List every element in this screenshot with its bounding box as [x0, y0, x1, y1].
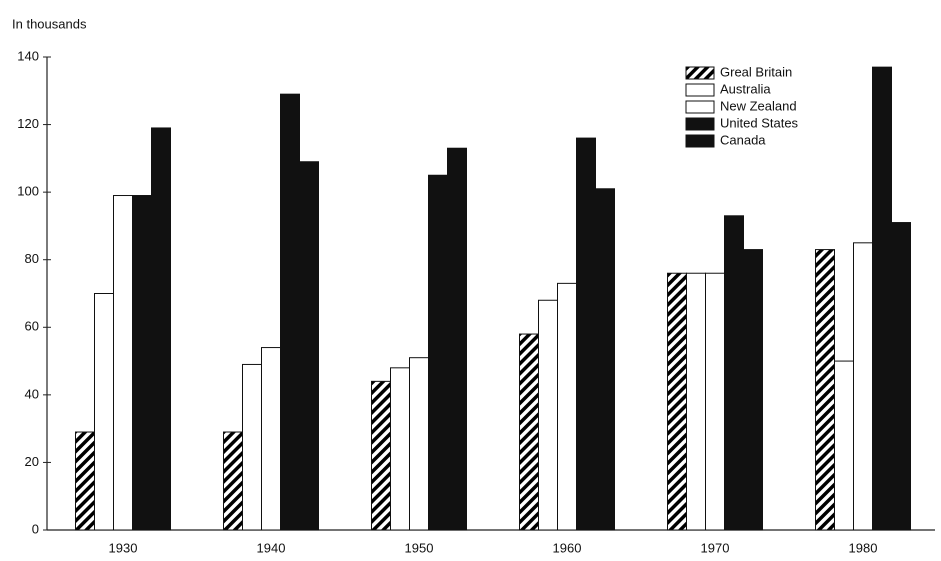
y-tick-label: 140: [17, 48, 39, 63]
bar: [853, 242, 873, 531]
bar: [815, 249, 835, 531]
legend-swatch: [685, 134, 715, 148]
bar: [75, 431, 95, 531]
bar: [447, 147, 467, 531]
bar: [261, 347, 281, 531]
y-tick-label: 120: [17, 116, 39, 131]
x-tick-label: 1950: [405, 540, 434, 555]
x-tick-label: 1980: [849, 540, 878, 555]
bar: [743, 249, 763, 531]
bar: [280, 93, 300, 531]
bar: [519, 333, 539, 531]
bar: [667, 272, 687, 531]
bar: [891, 222, 911, 531]
y-axis-label: In thousands: [12, 16, 87, 31]
y-tick-label: 0: [32, 521, 39, 536]
bar: [538, 299, 558, 531]
x-tick-label: 1940: [257, 540, 286, 555]
y-tick-label: 40: [25, 386, 39, 401]
bar: [299, 161, 319, 531]
x-tick-label: 1970: [701, 540, 730, 555]
bar: [242, 363, 262, 531]
bar: [686, 272, 706, 531]
bar: [428, 174, 448, 531]
bar: [409, 357, 429, 531]
bar: [151, 127, 171, 531]
legend-swatch: [685, 66, 715, 80]
legend-swatch: [685, 117, 715, 131]
legend-swatch: [685, 83, 715, 97]
bar: [223, 431, 243, 531]
bar: [94, 293, 114, 531]
bar: [834, 360, 854, 531]
bar: [576, 137, 596, 531]
y-tick-label: 100: [17, 184, 39, 199]
bar: [390, 367, 410, 531]
legend-label: Greal Britain: [720, 64, 792, 79]
x-tick-label: 1960: [553, 540, 582, 555]
bar: [705, 272, 725, 531]
bar: [113, 195, 133, 531]
x-tick-label: 1930: [109, 540, 138, 555]
bar: [132, 195, 152, 531]
bar: [872, 66, 892, 531]
y-tick-label: 60: [25, 319, 39, 334]
bar: [371, 380, 391, 531]
y-tick-label: 20: [25, 454, 39, 469]
bar: [595, 188, 615, 531]
bar: [724, 215, 744, 531]
legend-swatch: [685, 100, 715, 114]
legend-label: Canada: [720, 132, 766, 147]
legend-label: United States: [720, 115, 799, 130]
y-tick-label: 80: [25, 251, 39, 266]
legend-label: New Zealand: [720, 98, 797, 113]
bar: [557, 282, 577, 531]
legend-label: Australia: [720, 81, 771, 96]
